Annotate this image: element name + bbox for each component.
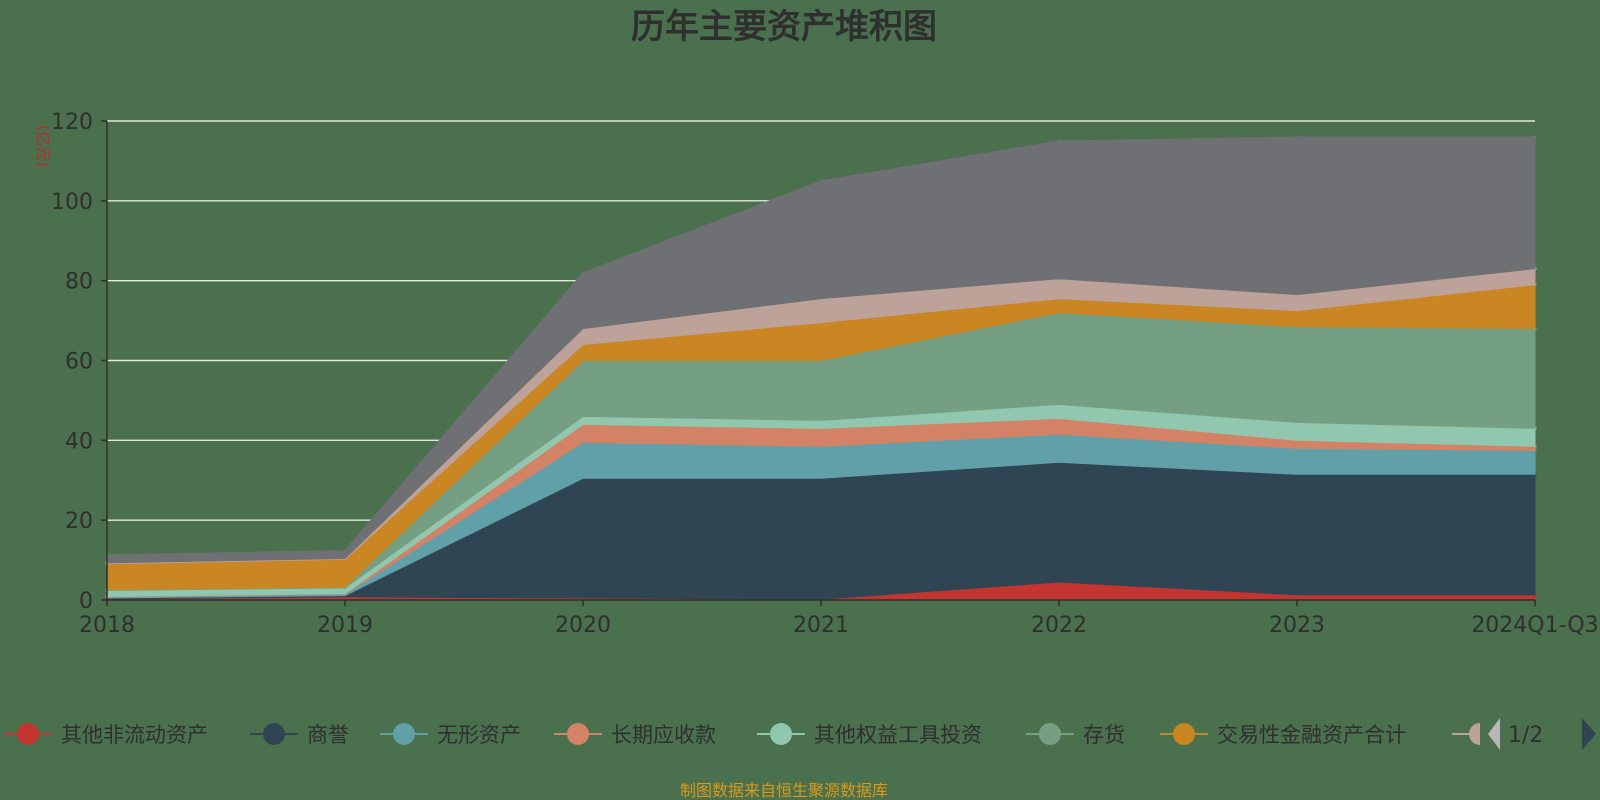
- legend-item[interactable]: 其他非流动资产: [4, 723, 208, 747]
- y-tick-label: 80: [65, 270, 93, 295]
- axes: [101, 120, 1536, 606]
- x-tick-label: 2019: [317, 613, 373, 638]
- data-point: [581, 271, 585, 275]
- legend-label: 长期应收款: [611, 723, 716, 747]
- y-tick-label: 20: [65, 509, 93, 534]
- legend-label: 交易性金融资产合计: [1217, 723, 1406, 747]
- legend-marker: [567, 723, 589, 745]
- data-source-note: 制图数据来自恒生聚源数据库: [680, 781, 888, 800]
- legend-item[interactable]: 其他权益工具投资: [757, 723, 982, 747]
- legend-marker: [1469, 723, 1480, 745]
- legend-item[interactable]: 无形资产: [380, 723, 521, 747]
- legend-label: 无形资产: [437, 723, 521, 747]
- legend-item[interactable]: 存货: [1026, 723, 1125, 747]
- x-tick-label: 2023: [1269, 613, 1325, 638]
- y-axis-unit: (亿元): [34, 125, 52, 167]
- x-tick-label: 2022: [1031, 613, 1087, 638]
- legend-item[interactable]: 商誉: [250, 723, 349, 747]
- y-tick-label: 120: [51, 110, 93, 135]
- legend-pager: 1/2: [1488, 718, 1596, 750]
- prev-page-icon[interactable]: [1488, 718, 1500, 750]
- chart-title: 历年主要资产堆积图: [631, 7, 937, 47]
- data-point: [819, 179, 823, 183]
- series-area-8: [106, 136, 1536, 564]
- legend-page-indicator: 1/2: [1508, 723, 1543, 748]
- data-point: [1533, 135, 1537, 139]
- y-tick-label: 0: [79, 589, 93, 614]
- x-tick-label: 2018: [79, 613, 135, 638]
- legend-marker: [1173, 723, 1195, 745]
- y-tick-label: 60: [65, 350, 93, 375]
- series-areas: [105, 135, 1537, 601]
- legend-label: 商誉: [307, 723, 349, 747]
- legend-label: 存货: [1083, 723, 1125, 747]
- legend-item[interactable]: 交易性金融资产合计: [1160, 723, 1406, 747]
- legend-marker: [263, 723, 285, 745]
- data-point: [343, 548, 347, 553]
- legend-marker: [17, 723, 39, 745]
- data-point: [1295, 135, 1299, 139]
- legend-item[interactable]: 长期应收款: [554, 723, 716, 747]
- x-tick-label: 2020: [555, 613, 611, 638]
- legend-label: 其他非流动资产: [61, 723, 208, 747]
- legend-marker: [393, 723, 415, 745]
- y-tick-label: 40: [65, 429, 93, 454]
- x-tick-label: 2024Q1-Q3: [1471, 613, 1598, 638]
- data-point: [1057, 139, 1061, 143]
- legend-item-partial[interactable]: [1452, 723, 1480, 745]
- y-tick-label: 100: [51, 190, 93, 215]
- x-tick-labels: 2018 2019 2020 2021 2022 2023 2024Q1-Q3: [79, 613, 1599, 638]
- legend-marker: [770, 723, 792, 745]
- legend-marker: [1039, 723, 1061, 745]
- x-tick-label: 2021: [793, 613, 849, 638]
- legend-label: 其他权益工具投资: [814, 723, 982, 747]
- y-tick-labels: 0 20 40 60 80 100 120: [51, 110, 93, 614]
- next-page-icon[interactable]: [1582, 718, 1596, 750]
- legend: 其他非流动资产 商誉 无形资产 长期应收款 其他权益工具投资 存货 交易性金融资产合计: [4, 723, 1480, 747]
